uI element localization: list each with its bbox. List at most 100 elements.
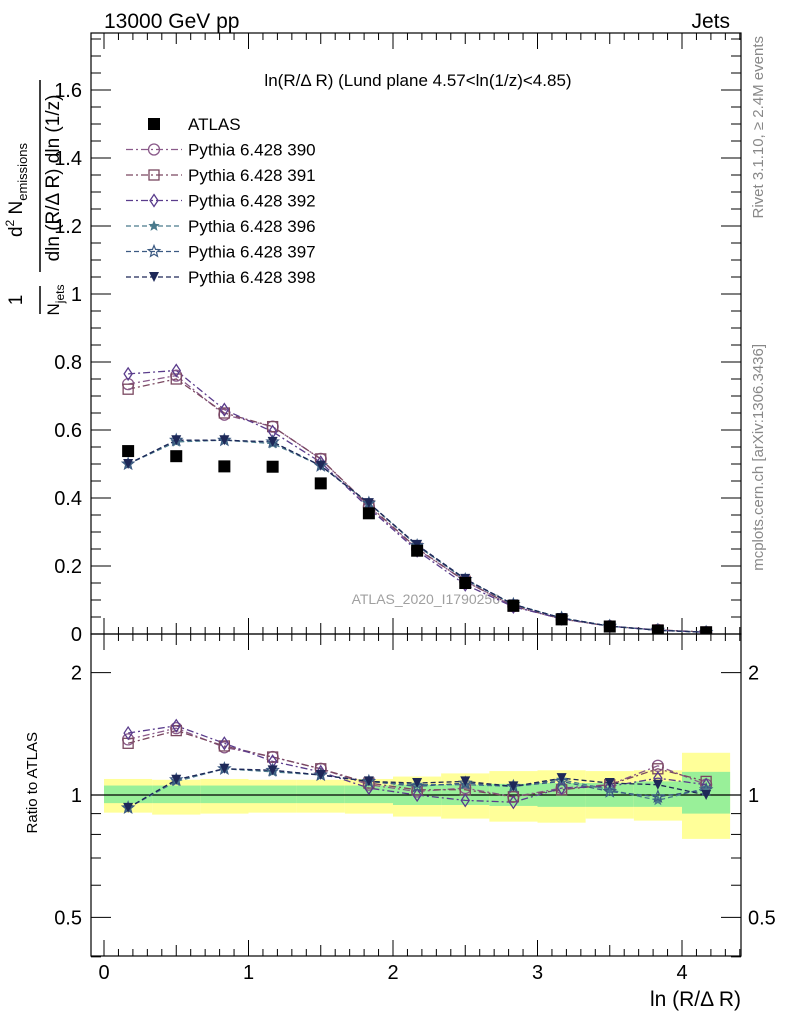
data-point-atlas	[651, 624, 664, 634]
ratio-y-tick-label-right: 1	[748, 785, 759, 807]
ratio-point-pythia-6-428-398	[556, 773, 567, 784]
data-point-pythia-6-428-398	[219, 435, 230, 446]
data-point-pythia-6-428-392	[219, 402, 230, 417]
main-series-markers	[120, 363, 714, 634]
x-tick-label: 2	[387, 962, 398, 984]
legend-marker-pythia-6-428-391	[148, 169, 160, 181]
svg-text:dln (R/Δ R) dln (1/z): dln (R/Δ R) dln (1/z)	[43, 95, 64, 262]
main-y-tick-label: 0.6	[54, 420, 82, 442]
legend-label-pythia-6-428-398: Pythia 6.428 398	[188, 268, 316, 287]
ratio-point-pythia-6-428-398	[412, 778, 423, 789]
x-tick-label: 3	[532, 962, 543, 984]
chart-title: ln(R/Δ R) (Lund plane 4.57<ln(1/z)<4.85)	[264, 71, 571, 90]
main-y-tick-label: 1.4	[54, 148, 82, 170]
ratio-point-pythia-6-428-392	[508, 795, 519, 810]
ratio-y-tick-label-left: 0.5	[54, 907, 82, 929]
ratio-point-pythia-6-428-391	[218, 740, 231, 752]
ratio-point-pythia-6-428-397	[650, 789, 666, 803]
svg-text:1: 1	[6, 295, 27, 306]
ratio-line-pythia-6-428-391	[127, 729, 707, 798]
data-point-pythia-6-428-392	[123, 366, 133, 382]
ratio-point-pythia-6-428-398	[267, 765, 278, 776]
data-point-pythia-6-428-398	[123, 459, 134, 469]
ratio-point-pythia-6-428-397	[409, 778, 425, 793]
ratio-point-pythia-6-428-397	[602, 783, 618, 798]
legend-marker-atlas	[148, 118, 160, 130]
main-y-tick-label: 0	[71, 624, 82, 646]
legend-marker-pythia-6-428-396	[148, 220, 160, 231]
axis-tick-labels: 0 0.2 0.4 0.6 0.8 1 1.2 1.4 1.6 0.5 0.5 1 1 2 2 0 1 2 3 4	[54, 80, 776, 984]
ratio-point-pythia-6-428-392	[412, 787, 422, 803]
ratio-point-pythia-6-428-392	[460, 793, 471, 808]
ratio-point-pythia-6-428-398	[123, 802, 134, 813]
ratio-y-axis-label: Ratio to ATLAS	[24, 732, 41, 833]
ratio-point-pythia-6-428-398	[219, 763, 230, 774]
ratio-point-pythia-6-428-392	[171, 718, 182, 733]
ratio-point-pythia-6-428-398	[701, 790, 712, 800]
x-axis-label: ln (R/Δ R)	[650, 988, 741, 1011]
data-point-atlas	[362, 507, 375, 520]
legend-marker-pythia-6-428-390	[147, 143, 161, 156]
green-band-bin	[248, 785, 297, 804]
data-point-atlas	[266, 460, 279, 473]
x-tick-label: 0	[98, 962, 109, 984]
legend-marker-pythia-6-428-397	[146, 243, 162, 258]
data-point-pythia-6-428-391	[170, 373, 182, 385]
ratio-point-pythia-6-428-397	[554, 773, 569, 788]
legend-label-pythia-6-428-396: Pythia 6.428 396	[188, 217, 316, 236]
data-point-atlas	[314, 477, 327, 490]
data-point-pythia-6-428-398	[171, 435, 182, 446]
ratio-point-pythia-6-428-396	[700, 782, 712, 793]
data-point-atlas	[170, 450, 183, 463]
svg-text:Njets: Njets	[44, 285, 67, 316]
ratio-point-pythia-6-428-398	[652, 779, 663, 790]
data-point-pythia-6-428-391	[122, 383, 134, 395]
data-point-pythia-6-428-398	[267, 436, 278, 447]
green-band-bin	[296, 785, 345, 804]
data-point-pythia-6-428-391	[266, 420, 279, 433]
legend-label-pythia-6-428-391: Pythia 6.428 391	[188, 166, 316, 185]
ratio-point-pythia-6-428-398	[171, 774, 182, 785]
green-band-bin	[104, 785, 153, 804]
x-tick-label: 4	[676, 962, 687, 984]
data-point-atlas	[411, 544, 424, 557]
legend-label-pythia-6-428-390: Pythia 6.428 390	[188, 141, 316, 160]
ratio-point-pythia-6-428-391	[652, 763, 664, 775]
main-y-tick-label: 0.8	[54, 352, 82, 374]
legend-label-pythia-6-428-392: Pythia 6.428 392	[188, 192, 316, 211]
ratio-y-tick-label-left: 2	[71, 663, 82, 685]
green-band-bin	[152, 785, 201, 804]
data-point-atlas	[700, 626, 713, 634]
data-point-atlas	[218, 460, 231, 473]
green-band-bin	[200, 785, 249, 804]
ratio-point-pythia-6-428-398	[460, 776, 471, 787]
ratio-series-markers	[120, 718, 714, 814]
ratio-point-pythia-6-428-392	[219, 736, 230, 751]
data-point-atlas	[507, 599, 520, 612]
ratio-point-pythia-6-428-398	[508, 781, 519, 792]
ratio-y-tick-label-left: 1	[71, 785, 82, 807]
ratio-point-pythia-6-428-396	[604, 783, 616, 795]
ratio-line-pythia-6-428-390	[127, 727, 707, 798]
data-point-pythia-6-428-398	[315, 460, 326, 471]
main-y-tick-label: 1.6	[54, 80, 82, 102]
legend-marker-pythia-6-428-398	[149, 272, 159, 282]
ratio-point-pythia-6-428-398	[315, 769, 326, 780]
data-point-pythia-6-428-391	[218, 407, 231, 419]
main-y-axis-label: 1 Njets d2 Nemissions dln (R/Δ R) dln (1…	[3, 80, 67, 315]
legend-label-pythia-6-428-397: Pythia 6.428 397	[188, 243, 316, 262]
legend-label-atlas: ATLAS	[188, 115, 241, 134]
data-point-atlas	[555, 613, 568, 626]
legend: ATLAS Pythia 6.428 390 Pythia 6.428 391 Pyt…	[126, 115, 316, 287]
main-y-tick-label: 0.4	[54, 488, 82, 510]
ratio-point-pythia-6-428-391	[266, 751, 279, 763]
analysis-watermark: ATLAS_2020_I1790256	[352, 591, 501, 607]
legend-marker-pythia-6-428-392	[149, 193, 159, 208]
ratio-uncertainty-bands	[104, 752, 731, 839]
ratio-point-pythia-6-428-392	[604, 779, 615, 794]
data-point-atlas	[603, 620, 616, 633]
ratio-y-tick-label-right: 0.5	[748, 907, 776, 929]
rivet-version-label: Rivet 3.1.10, ≥ 2.4M events	[750, 36, 767, 219]
ratio-point-pythia-6-428-398	[363, 776, 374, 787]
